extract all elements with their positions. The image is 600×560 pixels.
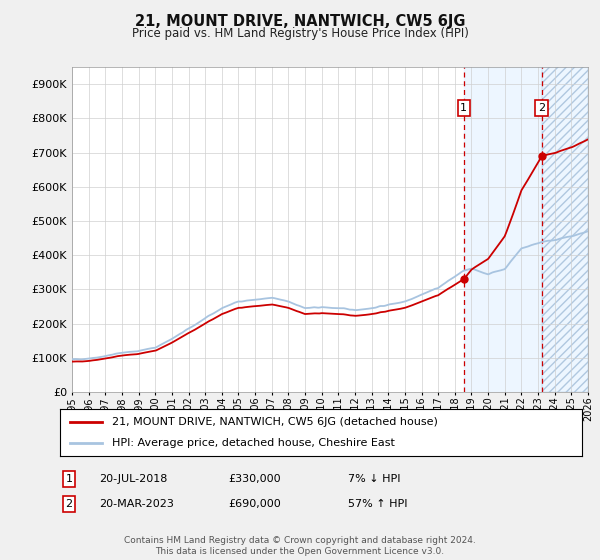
Text: 2: 2 xyxy=(65,499,73,509)
Text: Contains HM Land Registry data © Crown copyright and database right 2024.
This d: Contains HM Land Registry data © Crown c… xyxy=(124,536,476,556)
Text: Price paid vs. HM Land Registry's House Price Index (HPI): Price paid vs. HM Land Registry's House … xyxy=(131,27,469,40)
Text: 1: 1 xyxy=(65,474,73,484)
Bar xyxy=(464,67,542,392)
Text: 20-MAR-2023: 20-MAR-2023 xyxy=(99,499,174,509)
Bar xyxy=(542,67,588,392)
Text: 57% ↑ HPI: 57% ↑ HPI xyxy=(348,499,407,509)
Text: 20-JUL-2018: 20-JUL-2018 xyxy=(99,474,167,484)
Text: HPI: Average price, detached house, Cheshire East: HPI: Average price, detached house, Ches… xyxy=(112,438,395,448)
Text: 2: 2 xyxy=(538,103,545,113)
Text: 21, MOUNT DRIVE, NANTWICH, CW5 6JG: 21, MOUNT DRIVE, NANTWICH, CW5 6JG xyxy=(135,14,465,29)
Text: £690,000: £690,000 xyxy=(228,499,281,509)
Text: 1: 1 xyxy=(460,103,467,113)
Bar xyxy=(542,67,588,392)
Text: 21, MOUNT DRIVE, NANTWICH, CW5 6JG (detached house): 21, MOUNT DRIVE, NANTWICH, CW5 6JG (deta… xyxy=(112,417,438,427)
Text: 7% ↓ HPI: 7% ↓ HPI xyxy=(348,474,401,484)
Text: £330,000: £330,000 xyxy=(228,474,281,484)
